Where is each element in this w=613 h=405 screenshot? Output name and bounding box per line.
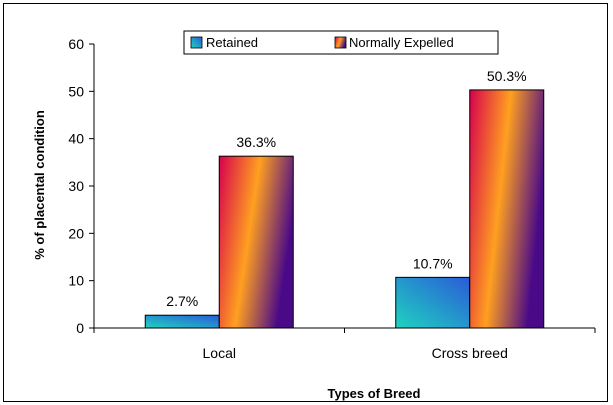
bar-normally-expelled bbox=[469, 89, 545, 329]
x-tick-label: Local bbox=[203, 345, 236, 361]
legend-swatch-retained bbox=[190, 36, 203, 49]
x-tick-label: Cross breed bbox=[432, 345, 508, 361]
legend: Retained Normally Expelled bbox=[183, 30, 499, 55]
x-axis-title: Types of Breed bbox=[328, 386, 421, 401]
data-label-normally-expelled: 36.3% bbox=[236, 134, 276, 150]
y-tick-label: 30 bbox=[68, 178, 84, 194]
bar-retained bbox=[395, 276, 471, 329]
bar-retained bbox=[144, 314, 220, 329]
y-tick-label: 60 bbox=[68, 36, 84, 52]
legend-label-retained: Retained bbox=[206, 35, 258, 50]
legend-label-normally-expelled: Normally Expelled bbox=[349, 35, 454, 50]
y-tick-label: 40 bbox=[68, 131, 84, 147]
data-label-retained: 10.7% bbox=[413, 255, 453, 271]
y-tick-label: 10 bbox=[68, 273, 84, 289]
data-label-retained: 2.7% bbox=[166, 293, 198, 309]
bar-normally-expelled bbox=[218, 155, 294, 329]
y-tick-label: 50 bbox=[68, 83, 84, 99]
data-label-normally-expelled: 50.3% bbox=[487, 68, 527, 84]
y-tick-label: 20 bbox=[68, 225, 84, 241]
y-axis-title: % of placental condition bbox=[32, 110, 47, 260]
plot-area: 0 10 20 30 40 50 60 Local 2.7% 36.3% Cross breed 10… bbox=[68, 36, 596, 361]
legend-swatch-normally-expelled bbox=[334, 36, 347, 49]
y-tick-label: 0 bbox=[76, 320, 84, 336]
